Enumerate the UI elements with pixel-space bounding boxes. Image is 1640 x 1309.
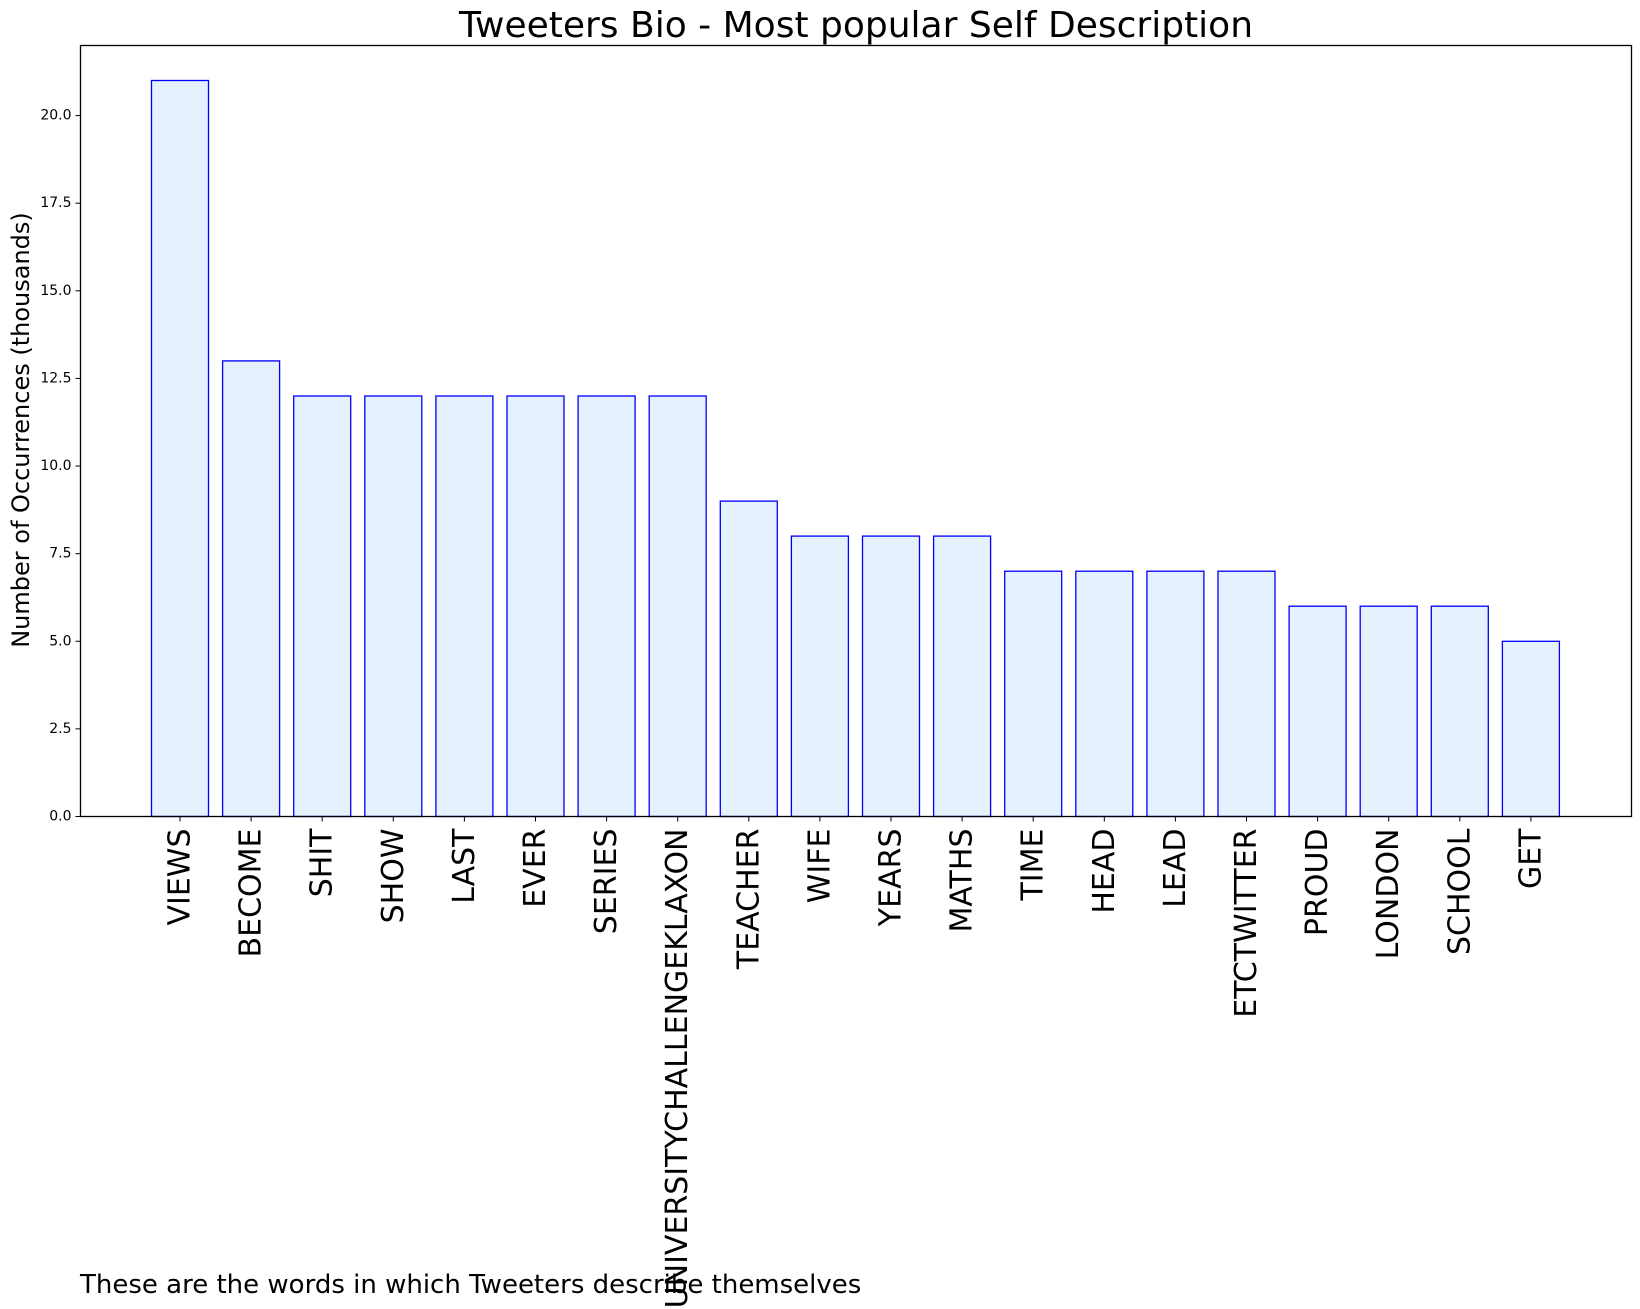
x-tick-label: LEAD (1158, 829, 1193, 908)
bars-layer (150, 79, 1561, 818)
bar-teacher (719, 500, 778, 818)
y-tick-label: 15.0 (40, 283, 71, 299)
bar-series (577, 395, 636, 818)
y-tick-label: 7.5 (49, 546, 71, 562)
x-tick-label: TEACHER (731, 829, 766, 971)
x-tick-label: GET (1513, 828, 1548, 889)
bar-school (1430, 605, 1489, 818)
bar-years (861, 535, 921, 818)
y-tick-label: 5.0 (49, 633, 71, 649)
bar-head (1075, 570, 1134, 818)
x-tick-label: TIME (1016, 829, 1051, 902)
y-tick-label: 12.5 (40, 370, 71, 386)
bar-wife (790, 535, 850, 818)
bar-get (1501, 640, 1561, 818)
chart-title: Tweeters Bio - Most popular Self Descrip… (458, 5, 1253, 46)
x-tick-label: YEARS (874, 829, 909, 928)
x-tick-label: SCHOOL (1442, 828, 1477, 955)
x-tick-label: SHOW (376, 829, 411, 924)
x-tick-label: BECOME (234, 829, 269, 958)
bar-last (435, 395, 494, 818)
bar-universitychallengeklaxon (648, 395, 707, 818)
bar-ever (506, 395, 565, 818)
bar-views (150, 79, 210, 818)
x-tick-label: EVER (518, 829, 553, 908)
x-tick-label: VIEWS (163, 829, 198, 926)
bar-show (364, 395, 423, 818)
bar-lead (1146, 570, 1205, 818)
x-tick-label: HEAD (1087, 829, 1122, 914)
bar-london (1359, 605, 1418, 818)
bar-become (221, 360, 281, 818)
y-tick-label: 2.5 (49, 721, 71, 737)
x-tick-label: UNIVERSITYCHALLENGEKLAXON (660, 829, 695, 1309)
bar-etctwitter (1217, 570, 1276, 818)
x-tick-label: PROUD (1300, 829, 1335, 937)
x-tick-label: WIFE (802, 829, 837, 904)
bar-time (1004, 570, 1063, 818)
y-tick-label: 20.0 (40, 108, 71, 124)
x-tick-label: LAST (447, 828, 482, 904)
plot-frame (79, 44, 1633, 818)
bar-shit (293, 395, 352, 818)
y-tick-label: 17.5 (40, 195, 71, 211)
x-tick-label: LONDON (1371, 829, 1406, 960)
x-tick-label: SERIES (589, 829, 624, 935)
x-tick-label: SHIT (305, 828, 340, 897)
bar-proud (1288, 605, 1347, 818)
x-tick-label: ETCTWITTER (1229, 829, 1264, 1018)
bar-maths (932, 535, 992, 818)
y-axis-label: Number of Occurrences (thousands) (7, 212, 35, 648)
y-axis: 0.0 2.5 5.0 7.5 10.0 12.5 15.0 17.5 20.0 (40, 108, 81, 825)
y-tick-label: 10.0 (40, 458, 71, 474)
x-axis: VIEWS BECOME SHIT SHOW LAST EVER SERIES UNIVERS… (163, 816, 1548, 1309)
x-tick-label: MATHS (945, 829, 980, 933)
y-tick-label: 0.0 (49, 809, 71, 825)
chart-caption: These are the words in which Tweeters de… (80, 1270, 862, 1300)
